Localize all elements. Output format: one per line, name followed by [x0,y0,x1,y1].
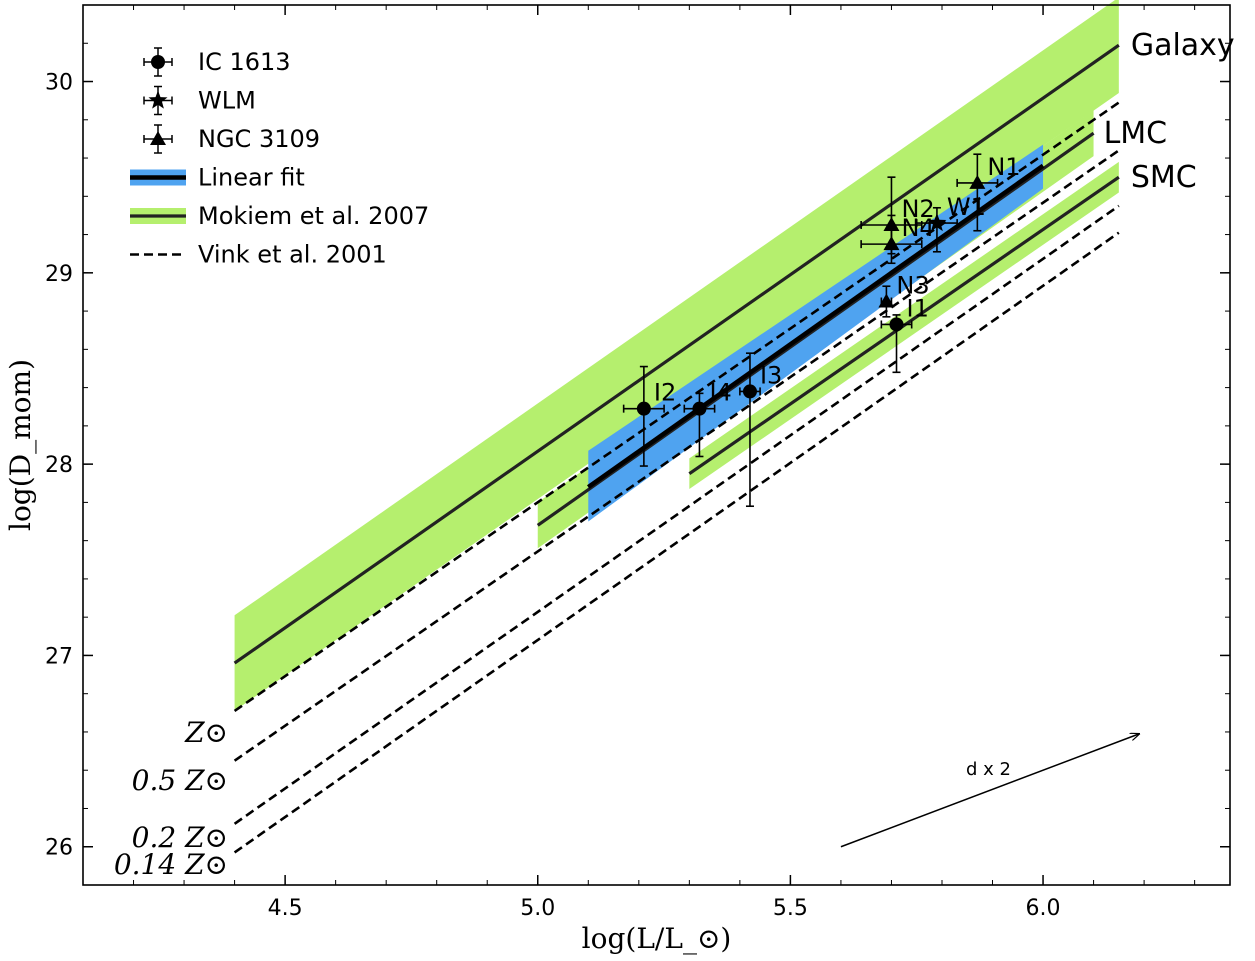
star-label-n4: N4 [901,214,934,242]
star-label-i4: I4 [709,379,731,407]
star-label-n3: N3 [896,272,929,300]
point-i4 [692,401,707,416]
plot-frame [82,4,1231,886]
legend: IC 1613 WLM NGC 3109 Linear fit Mokiem et al… [130,47,429,269]
vink-line-2 [233,204,1120,825]
star-label-w1: W1 [947,193,986,221]
model-label-galaxy: Galaxy [1131,28,1235,63]
point-i1 [889,317,904,332]
legend-entry-2-label: NGC 3109 [198,125,320,153]
y-axis-label: log(D_mom) [4,359,37,531]
mokiem-line-galaxy [233,43,1120,665]
star-label-i1: I1 [907,294,929,322]
vink-line-3 [233,231,1120,854]
y-tick-label-4: 30 [45,71,73,96]
linear-fit-band [588,144,1044,522]
legend-entry-2-marker [150,131,166,145]
x-tick-label-0: 4.5 [268,896,303,921]
vink-label-0: Z⊙ [184,716,228,749]
point-i3 [742,384,757,399]
point-n4 [883,236,900,251]
y-tick-label-3: 29 [45,262,73,287]
point-n1 [969,174,986,189]
y-tick-label-1: 27 [45,644,73,669]
model-label-lmc: LMC [1104,116,1168,151]
legend-entry-4-label: Mokiem et al. 2007 [198,202,429,230]
data-points [622,153,999,508]
star-label-n1: N1 [987,153,1020,181]
legend-entry-3-label: Linear fit [198,164,305,192]
mokiem-line-smc [688,175,1120,476]
vink-label-3: 0.14 Z⊙ [114,848,228,881]
y-tick-label-0: 26 [45,836,73,861]
model-label-smc: SMC [1131,160,1197,195]
axes: 4.5 5.0 5.5 6.0 26 27 28 29 30 log(L/L_⊙) log(D_mo… [4,4,1231,955]
y-tick-label-2: 28 [45,453,73,478]
linear-fit-line [586,163,1045,489]
vink-label-2: 0.2 Z⊙ [132,821,228,854]
legend-entry-1-label: WLM [198,87,256,115]
star-label-i2: I2 [654,379,676,407]
point-i2 [636,401,651,416]
x-axis-label: log(L/L_⊙) [582,922,732,955]
distance-arrow [840,734,1139,848]
legend-entry-0-marker [151,55,165,69]
point-w1 [927,213,947,232]
x-tick-label-3: 6.0 [1026,896,1061,921]
legend-entry-1-marker [148,90,168,109]
point-n3 [878,293,895,308]
x-tick-label-2: 5.5 [773,896,808,921]
x-tick-label-1: 5.0 [520,896,555,921]
legend-entry-0-label: IC 1613 [198,48,291,76]
star-label-i3: I3 [760,361,782,389]
vink-line-1 [233,149,1120,762]
model-lines [233,43,1120,854]
vink-label-1: 0.5 Z⊙ [132,764,228,797]
star-label-n2: N2 [901,195,934,223]
vink-line-0 [233,101,1120,712]
distance-arrow-label: d x 2 [966,759,1011,780]
legend-entry-5-label: Vink et al. 2001 [198,241,387,269]
